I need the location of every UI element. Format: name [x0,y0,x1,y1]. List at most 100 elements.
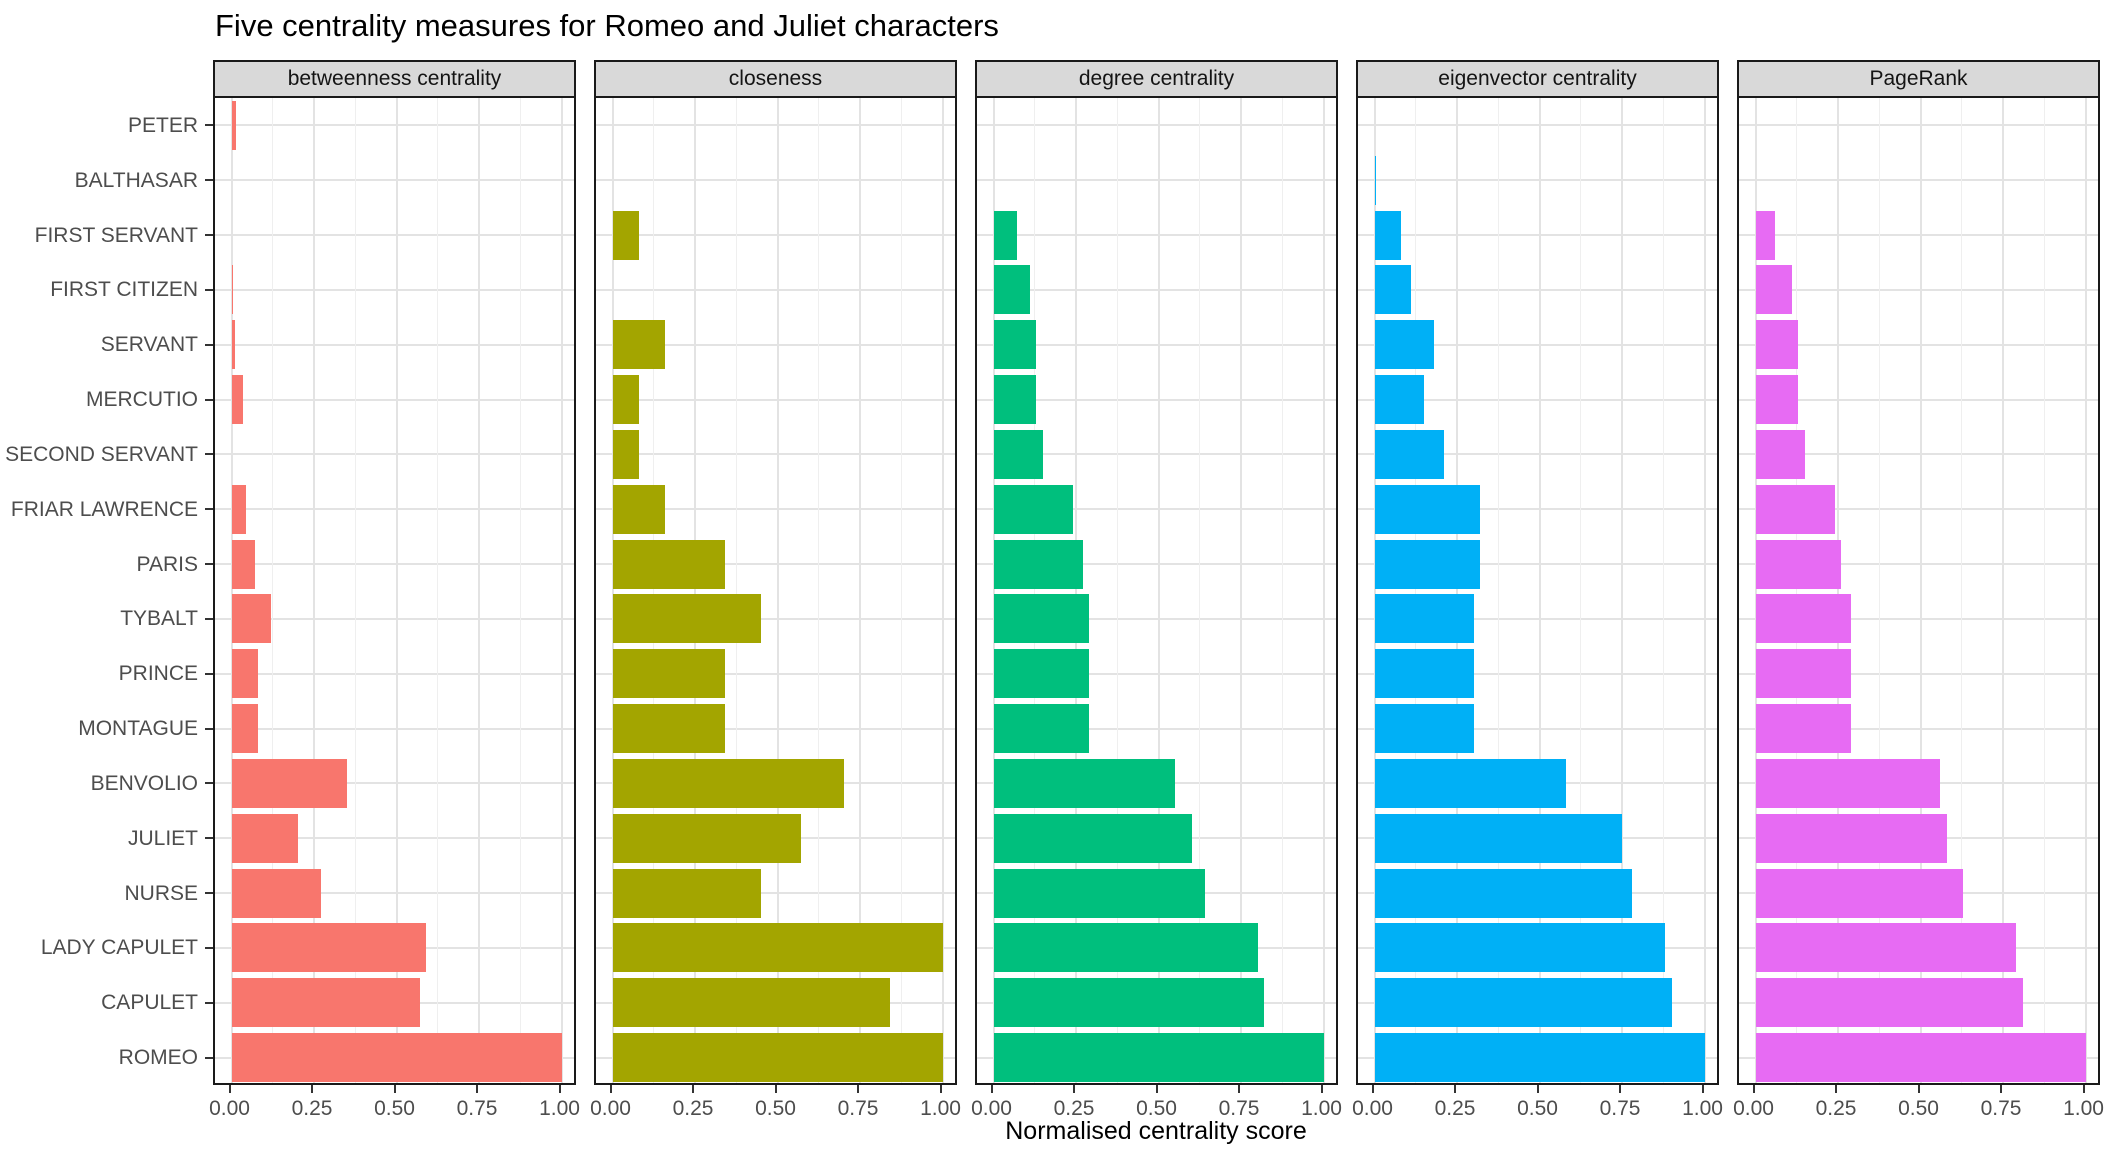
bar-prince-closeness [612,649,725,699]
x-tick-label: 1.00 [2063,1097,2104,1120]
y-axis-label-benvolio: BENVOLIO [90,771,198,795]
gridline-major [1240,98,1242,1083]
x-tick-label: 1.00 [539,1097,580,1120]
x-tick-mark [1752,1085,1755,1093]
gridline-major [1157,98,1160,1083]
gridline-major [776,98,779,1083]
gridline-horizontal [215,179,574,182]
y-tick-mark [205,782,213,785]
bar-lady-capulet-eigenvector-centrality [1374,923,1665,973]
y-tick-mark [205,508,213,511]
y-tick-mark [205,453,213,456]
bar-capulet-pagerank [1755,978,2023,1028]
gridline-horizontal [596,508,955,511]
gridline-minor [900,98,902,1083]
y-axis-label-montague: MONTAGUE [78,717,198,741]
facet-panel-betweenness-centrality [213,98,576,1085]
gridline-horizontal [977,617,1336,620]
gridline-horizontal [977,343,1336,346]
x-tick-label: 1.00 [1301,1097,1342,1120]
bar-prince-eigenvector-centrality [1374,649,1474,699]
x-tick-mark [939,1085,942,1093]
x-tick-label: 0.50 [1136,1097,1177,1120]
gridline-horizontal [215,453,574,456]
x-tick-mark [393,1085,396,1093]
x-tick-label: 0.75 [1599,1097,1641,1120]
x-tick-label: 0.75 [837,1097,879,1120]
gridline-minor [1878,98,1880,1083]
x-tick-label: 0.00 [971,1097,1012,1120]
bar-lady-capulet-pagerank [1755,923,2017,973]
gridline-minor [1116,98,1118,1083]
bar-montague-betweenness-centrality [231,704,258,754]
bar-juliet-pagerank [1755,813,1947,863]
facet-panel-eigenvector-centrality [1356,98,1719,1085]
facet-panel-closeness [594,98,957,1085]
gridline-horizontal [596,398,955,401]
gridline-horizontal [215,508,574,511]
y-tick-mark [205,1001,213,1004]
y-tick-mark [205,617,213,620]
gridline-horizontal [1358,617,1717,620]
x-tick-mark [1835,1085,1837,1093]
bar-paris-closeness [612,539,725,589]
gridline-horizontal [215,892,574,895]
y-axis-label-tybalt: TYBALT [120,607,198,631]
bar-first-citizen-betweenness-centrality [231,265,233,315]
bar-montague-degree-centrality [993,704,1090,754]
gridline-minor [519,98,521,1083]
gridline-horizontal [977,563,1336,566]
gridline-horizontal [215,343,574,346]
gridline-horizontal [1739,453,2098,456]
gridline-major [478,98,480,1083]
y-tick-mark [205,288,213,291]
bar-second-servant-pagerank [1755,429,1805,479]
bar-friar-lawrence-degree-centrality [993,484,1073,534]
gridline-major [1456,98,1458,1083]
bar-benvolio-pagerank [1755,758,1941,808]
gridline-major [560,98,563,1083]
gridline-horizontal [596,727,955,730]
gridline-major [1919,98,1922,1083]
bar-montague-eigenvector-centrality [1374,704,1474,754]
gridline-horizontal [977,234,1336,237]
x-tick-mark [1917,1085,1920,1093]
bar-nurse-eigenvector-centrality [1374,868,1632,918]
facet-strip-eigenvector-centrality: eigenvector centrality [1356,60,1719,98]
x-tick-mark [2082,1085,2085,1093]
gridline-horizontal [596,343,955,346]
gridline-horizontal [596,453,955,456]
gridline-horizontal [1739,563,2098,566]
gridline-minor [1281,98,1283,1083]
bar-lady-capulet-betweenness-centrality [231,923,427,973]
gridline-horizontal [596,617,955,620]
gridline-major [611,98,614,1083]
gridline-horizontal [215,563,574,566]
x-tick-label: 0.25 [291,1097,333,1120]
gridline-horizontal [1358,453,1717,456]
gridline-horizontal [1739,234,2098,237]
gridline-minor [1796,98,1798,1083]
y-tick-mark [205,946,213,949]
x-tick-mark [692,1085,694,1093]
gridline-minor [272,98,274,1083]
x-tick-mark [1073,1085,1075,1093]
x-tick-mark [774,1085,777,1093]
gridline-minor [653,98,655,1083]
y-tick-mark [205,234,213,237]
x-tick-label: 0.25 [1434,1097,1476,1120]
bar-peter-betweenness-centrality [231,100,237,150]
x-tick-mark [1320,1085,1323,1093]
gridline-horizontal [1358,672,1717,675]
bar-servant-degree-centrality [993,320,1037,370]
y-axis-label-capulet: CAPULET [101,991,198,1015]
y-tick-mark [205,398,213,401]
facet-strip-betweenness-centrality: betweenness centrality [213,60,576,98]
bar-prince-pagerank [1755,649,1852,699]
gridline-minor [1415,98,1417,1083]
bar-benvolio-degree-centrality [993,758,1175,808]
bar-mercutio-degree-centrality [993,375,1037,425]
x-tick-mark [1155,1085,1158,1093]
bar-tybalt-betweenness-centrality [231,594,272,644]
bar-lady-capulet-degree-centrality [993,923,1258,973]
